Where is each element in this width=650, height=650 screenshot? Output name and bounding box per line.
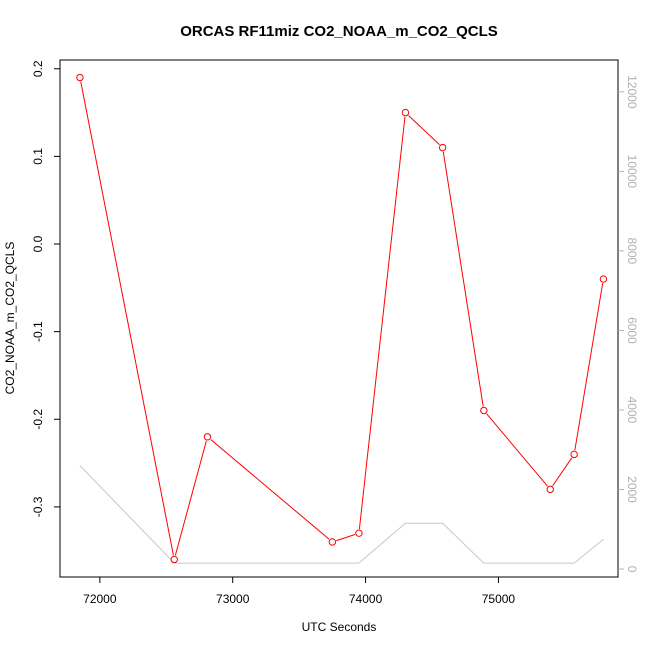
data-point (355, 529, 363, 537)
series-line-segment (336, 534, 356, 542)
data-point (76, 73, 84, 82)
series-line-segment (442, 151, 484, 407)
y2-tick-label: 10000 (625, 155, 639, 189)
y-tick-label: -0.1 (31, 321, 45, 342)
chart-title: ORCAS RF11miz CO2_NOAA_m_CO2_QCLS (180, 23, 498, 40)
x-axis-title: UTC Seconds (302, 620, 377, 634)
series-layer (76, 73, 608, 564)
plot-frame (59, 59, 619, 578)
series-line-segment (552, 457, 573, 487)
series-line-segment (80, 81, 174, 556)
y-tick-label: -0.3 (31, 496, 45, 517)
y2-tick-label: 4000 (625, 397, 639, 424)
data-point (570, 450, 578, 459)
y2-tick-label: 12000 (625, 75, 639, 109)
y-tick-label: 0.1 (31, 148, 45, 165)
y-tick-label: 0.2 (31, 60, 45, 77)
data-point (438, 143, 447, 152)
data-point (401, 108, 410, 117)
series-line-segment (408, 115, 440, 146)
series-line-segment (574, 283, 604, 451)
data-point (546, 485, 554, 494)
data-point (203, 433, 212, 441)
series-line-right (79, 465, 604, 564)
y2-tick-label: 0 (625, 566, 639, 573)
x-tick-label: 72000 (83, 592, 117, 606)
y-tick-label: 0.0 (31, 235, 45, 252)
data-point (480, 406, 488, 415)
y2-tick-label: 8000 (625, 238, 639, 265)
x-tick-label: 73000 (216, 592, 250, 606)
y-axis-title: CO2_NOAA_m_CO2_QCLS (3, 242, 17, 395)
series-line-segment (174, 440, 207, 556)
x-axis: 72000 73000 74000 75000 (83, 577, 515, 606)
y-axis-right: 0 2000 4000 6000 8000 10000 12000 (618, 75, 639, 573)
y2-tick-label: 6000 (625, 317, 639, 344)
data-point (170, 555, 178, 564)
series-line-segment (486, 413, 548, 487)
y-axis-left: -0.3 -0.2 -0.1 0.0 0.1 0.2 (31, 60, 60, 517)
y2-tick-label: 2000 (625, 476, 639, 503)
data-point (599, 275, 608, 283)
series-line-segment (210, 439, 330, 540)
x-tick-label: 75000 (482, 592, 516, 606)
x-tick-label: 74000 (349, 592, 383, 606)
y-tick-label: -0.2 (31, 409, 45, 430)
data-point (328, 538, 337, 546)
series-line-segment (358, 116, 406, 530)
